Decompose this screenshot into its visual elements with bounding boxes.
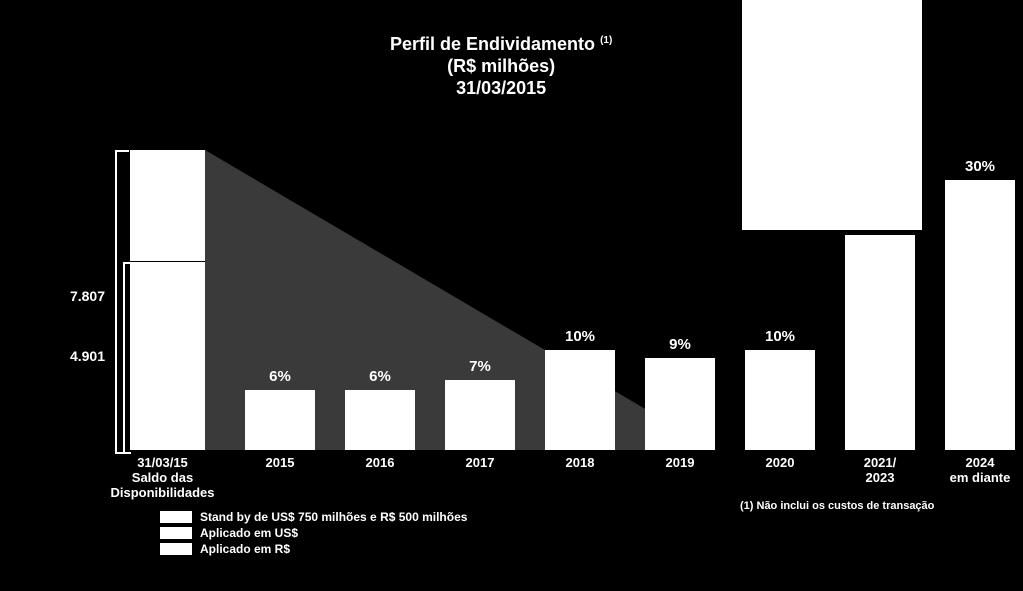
bar-2016: [345, 390, 415, 450]
bar-label-2015: 6%: [245, 368, 315, 385]
bar-disponibilidades: [130, 150, 205, 450]
bar-2021-2023: [845, 235, 915, 450]
bar-2020: [745, 350, 815, 450]
title-superscript: (1): [600, 35, 612, 46]
bar-2017: [445, 380, 515, 450]
title-line-1: Perfil de Endividamento: [390, 34, 595, 54]
bar-label-2017: 7%: [445, 358, 515, 375]
plot-area: 7.807 4.901 6% 6% 7% 10% 9% 10% 22% 30%: [90, 130, 990, 450]
title-line-3: 31/03/2015: [390, 77, 612, 99]
bar-label-2016: 6%: [345, 368, 415, 385]
bar-2019: [645, 358, 715, 450]
xlabel-2017: 2017: [445, 455, 515, 470]
xlabel-2024-on: 2024 em diante: [940, 455, 1020, 485]
bar-2015: [245, 390, 315, 450]
bracket-label-7807: 7.807: [35, 288, 105, 304]
legend-label-usd: Aplicado em US$: [200, 526, 298, 540]
bar-seg-divider: [130, 261, 205, 262]
bar-label-2024-on: 30%: [945, 158, 1015, 175]
xlabel-2016: 2016: [345, 455, 415, 470]
bar-2024-on: [945, 180, 1015, 450]
xlabel-disponibilidades: 31/03/15 Saldo das Disponibilidades: [100, 455, 225, 500]
xlabel-2021-2023: 2021/ 2023: [845, 455, 915, 485]
legend-label-brl: Aplicado em R$: [200, 542, 290, 556]
legend-swatch-brl: [160, 543, 192, 555]
bracket-label-4901: 4.901: [35, 348, 105, 364]
legend: Stand by de US$ 750 milhões e R$ 500 mil…: [160, 510, 467, 558]
bracket-4901: [123, 262, 131, 454]
bar-2018: [545, 350, 615, 450]
xlabel-2020: 2020: [745, 455, 815, 470]
title-line-2: (R$ milhões): [390, 55, 612, 77]
legend-label-standby: Stand by de US$ 750 milhões e R$ 500 mil…: [200, 510, 467, 524]
footnote: (1) Não inclui os custos de transação: [740, 500, 934, 512]
legend-row-usd: Aplicado em US$: [160, 526, 467, 540]
legend-swatch-usd: [160, 527, 192, 539]
bar-label-2021-2023: 22%: [845, 213, 915, 230]
bar-label-2018: 10%: [545, 328, 615, 345]
xlabel-2015: 2015: [245, 455, 315, 470]
bar-label-2020: 10%: [745, 328, 815, 345]
xlabel-2019: 2019: [645, 455, 715, 470]
xlabel-2018: 2018: [545, 455, 615, 470]
legend-swatch-standby: [160, 511, 192, 523]
chart-title: Perfil de Endividamento (1) (R$ milhões)…: [390, 30, 612, 99]
legend-row-standby: Stand by de US$ 750 milhões e R$ 500 mil…: [160, 510, 467, 524]
legend-row-brl: Aplicado em R$: [160, 542, 467, 556]
debt-profile-chart: Perfil de Endividamento (1) (R$ milhões)…: [0, 0, 1023, 591]
bar-label-2019: 9%: [645, 336, 715, 353]
